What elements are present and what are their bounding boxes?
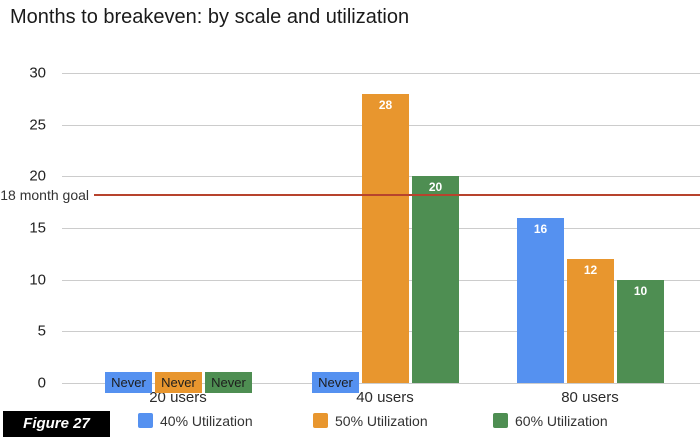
bar-50pct-40-users: 28 (362, 94, 409, 383)
y-axis-tick-label: 5 (37, 322, 46, 340)
bar-value-label: 10 (633, 284, 648, 298)
legend-swatch (493, 413, 508, 428)
legend-swatch (313, 413, 328, 428)
legend-label: 60% Utilization (515, 413, 608, 429)
y-axis-tick-label: 25 (29, 116, 46, 134)
never-bar-60pct-20-users: Never (205, 372, 252, 393)
goal-line (94, 194, 700, 196)
y-axis-tick-label: 10 (29, 271, 46, 289)
bar-60pct-40-users: 20 (412, 176, 459, 383)
bar-60pct-80-users: 10 (617, 280, 664, 383)
x-axis-category-label: 80 users (561, 389, 619, 406)
x-axis-category-label: 20 users (149, 389, 207, 406)
bar-value-label: 28 (378, 98, 393, 112)
chart-title: Months to breakeven: by scale and utiliz… (10, 6, 410, 28)
y-axis-tick-label: 20 (29, 167, 46, 185)
goal-line-label: 18 month goal (0, 187, 89, 203)
figure-badge: Figure 27 (3, 411, 110, 437)
bar-40pct-80-users: 16 (517, 218, 564, 383)
bar-value-label: 12 (583, 263, 598, 277)
never-bar-40pct-20-users: Never (105, 372, 152, 393)
bar-50pct-80-users: 12 (567, 259, 614, 383)
bar-value-label: 20 (428, 180, 443, 194)
legend-label: 50% Utilization (335, 413, 428, 429)
gridline-30 (62, 73, 700, 74)
never-bar-40pct-40-users: Never (312, 372, 359, 393)
bar-value-label: 16 (533, 222, 548, 236)
legend-label: 40% Utilization (160, 413, 253, 429)
y-axis-tick-label: 30 (29, 64, 46, 82)
y-axis-tick-label: 0 (37, 374, 46, 392)
y-axis-tick-label: 15 (29, 219, 46, 237)
legend-swatch (138, 413, 153, 428)
gridline-0 (62, 383, 700, 384)
x-axis-category-label: 40 users (356, 389, 414, 406)
never-bar-50pct-20-users: Never (155, 372, 202, 393)
